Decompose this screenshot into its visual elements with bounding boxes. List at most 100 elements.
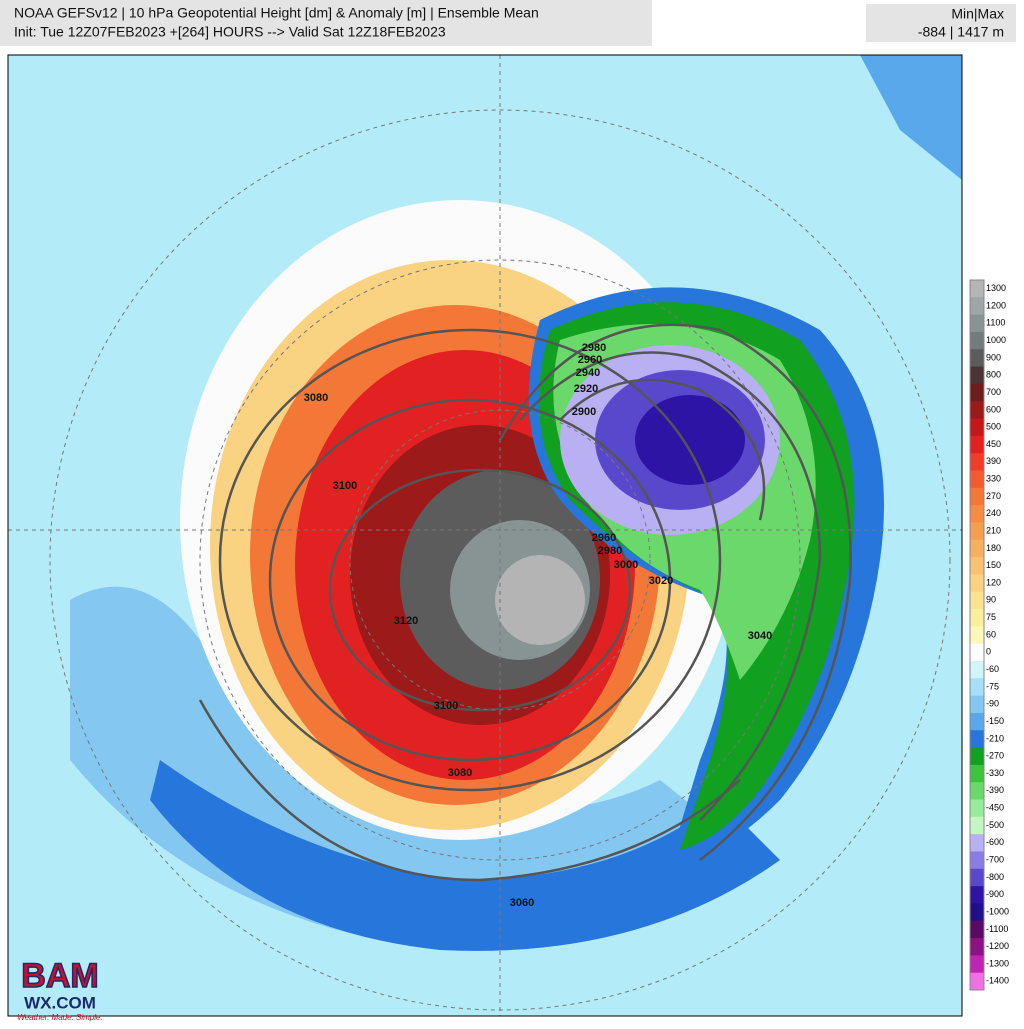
colorbar-label: -800 <box>986 872 1004 882</box>
colorbar-label: 1000 <box>986 335 1006 345</box>
colorbar-swatch <box>970 539 984 558</box>
colorbar-label: 600 <box>986 404 1001 414</box>
colorbar-swatch <box>970 557 984 575</box>
colorbar-swatch <box>970 660 984 679</box>
colorbar-label: 800 <box>986 370 1001 380</box>
colorbar-label: 900 <box>986 352 1001 362</box>
minmax-value: -884 | 1417 m <box>918 24 1004 40</box>
colorbar-label: 330 <box>986 474 1001 484</box>
colorbar-label: 210 <box>986 525 1001 535</box>
anomaly-area <box>760 55 962 180</box>
colorbar-label: -330 <box>986 768 1004 778</box>
colorbar-label: 700 <box>986 387 1001 397</box>
anomaly-area <box>495 555 585 645</box>
colorbar-swatch <box>970 695 984 714</box>
colorbar-label: -500 <box>986 820 1004 830</box>
contour-label: 3080 <box>304 392 328 404</box>
colorbar-label: 0 <box>986 647 991 657</box>
colorbar-label: -210 <box>986 733 1004 743</box>
map-frame <box>7 54 963 1017</box>
colorbar-label: 150 <box>986 560 1001 570</box>
colorbar-swatch <box>970 799 984 818</box>
colorbar-label: -75 <box>986 681 999 691</box>
header-title: NOAA GEFSv12 | 10 hPa Geopotential Heigh… <box>14 5 539 21</box>
colorbar-label: 450 <box>986 439 1001 449</box>
colorbar-swatch <box>970 401 984 420</box>
colorbar-label: -1000 <box>986 906 1009 916</box>
colorbar-swatch <box>970 609 984 627</box>
logo: BAM WX.COM Weather. Made. Simple. <box>17 956 102 1022</box>
colorbar-swatch <box>970 314 984 333</box>
colorbar-swatch <box>970 903 984 922</box>
colorbar-swatch <box>970 574 984 593</box>
colorbar-label: 90 <box>986 595 996 605</box>
colorbar-swatch <box>970 366 984 385</box>
colorbar-label: -1100 <box>986 924 1008 934</box>
colorbar-swatch <box>970 487 984 506</box>
contour-label: 3000 <box>614 559 638 571</box>
colorbar-swatch <box>970 435 984 454</box>
colorbar-label: -1300 <box>986 958 1009 968</box>
colorbar-swatch <box>970 972 984 991</box>
colorbar-swatch <box>970 747 984 766</box>
colorbar-label: 240 <box>986 508 1001 518</box>
anomaly-area <box>150 760 780 951</box>
contour-label: 3080 <box>448 767 472 779</box>
colorbar-swatch <box>970 678 984 697</box>
colorbar-label: -600 <box>986 837 1004 847</box>
contour-label: 2920 <box>574 383 598 395</box>
colorbar-swatch <box>970 920 984 939</box>
colorbar-label: 75 <box>986 612 996 622</box>
colorbar-swatch <box>970 851 984 870</box>
colorbar-label: 1200 <box>986 300 1006 310</box>
colorbar-swatch <box>970 868 984 887</box>
contour-label: 2900 <box>572 406 596 418</box>
colorbar-label: 1100 <box>986 318 1005 328</box>
graticule <box>8 55 962 1016</box>
contour-label: 2980 <box>598 545 622 557</box>
logo-name: BAM <box>21 957 98 995</box>
colorbar-swatch <box>970 816 984 835</box>
colorbar-label: -60 <box>986 664 999 674</box>
minmax-title: Min|Max <box>951 6 1004 22</box>
colorbar-swatch <box>970 349 984 368</box>
contour-labels: 2980296029402920290030803100296029803000… <box>304 342 772 909</box>
contour-label: 3120 <box>394 615 418 627</box>
colorbar-label: -700 <box>986 854 1004 864</box>
colorbar-swatch <box>970 834 984 852</box>
colorbar-swatch <box>970 453 984 471</box>
header-box <box>0 0 652 46</box>
colorbar-swatch <box>970 418 984 437</box>
colorbar-label: -1200 <box>986 941 1009 951</box>
colorbar-swatch <box>970 297 984 316</box>
colorbar-label: -900 <box>986 889 1004 899</box>
colorbar-swatch <box>970 712 984 731</box>
colorbar-swatch <box>970 591 984 610</box>
colorbar-swatch <box>970 522 984 541</box>
header-subtitle: Init: Tue 12Z07FEB2023 +[264] HOURS --> … <box>14 24 446 40</box>
colorbar-frame <box>969 279 985 991</box>
colorbar-swatch <box>970 782 984 801</box>
colorbar-label: 60 <box>986 629 996 639</box>
contour-label: 2940 <box>576 367 600 379</box>
colorbar-swatch <box>970 886 984 904</box>
colorbar-swatch <box>970 643 984 662</box>
colorbar-swatch <box>970 730 984 749</box>
colorbar-swatch <box>970 280 984 298</box>
colorbar-label: -390 <box>986 785 1004 795</box>
contour-label: 3100 <box>333 480 357 492</box>
contour-label: 3060 <box>510 897 534 909</box>
colorbar-label: 500 <box>986 422 1001 432</box>
contour-label: 3020 <box>649 575 673 587</box>
colorbar-swatch <box>970 938 984 956</box>
contour-label: 2960 <box>592 532 616 544</box>
colorbar-label: 120 <box>986 577 1001 587</box>
map <box>8 55 962 1016</box>
logo-domain: WX.COM <box>24 993 96 1012</box>
colorbar-label: 270 <box>986 491 1001 501</box>
contour-label: 3040 <box>748 630 772 642</box>
colorbar-swatch <box>970 505 984 523</box>
colorbar-swatch <box>970 955 984 974</box>
colorbar-label: -1400 <box>986 976 1009 986</box>
